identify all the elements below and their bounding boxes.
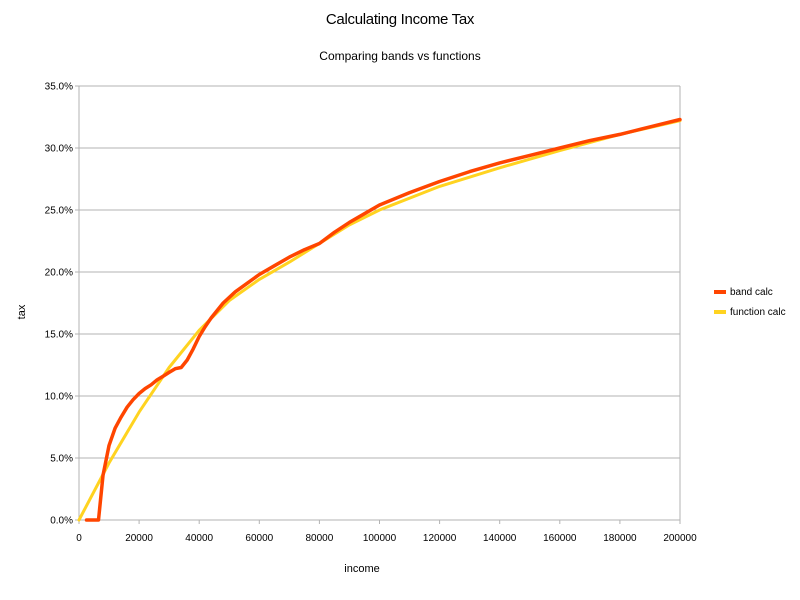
- legend-item-band-calc: band calc: [714, 282, 786, 302]
- series-line-function-calc: [77, 119, 682, 522]
- x-tick-label: 80000: [305, 533, 333, 544]
- y-tick-label: 15.0%: [45, 330, 73, 341]
- legend-label-band-calc: band calc: [730, 286, 773, 298]
- y-tick-label: 25.0%: [45, 206, 73, 217]
- y-tick-labels: 0.0% 5.0% 10.0% 15.0% 20.0% 25.0% 30.0% 35.0%: [45, 82, 73, 527]
- x-tick-label: 60000: [245, 533, 273, 544]
- x-tick-label: 20000: [125, 533, 153, 544]
- legend-item-function-calc: function calc: [714, 302, 786, 322]
- x-tick-label: 160000: [543, 533, 577, 544]
- chart-subtitle: Comparing bands vs functions: [319, 49, 481, 63]
- y-tick-label: 5.0%: [50, 454, 73, 465]
- x-tick-label: 40000: [185, 533, 213, 544]
- chart-title: Calculating Income Tax: [325, 11, 475, 28]
- y-tick-label: 10.0%: [45, 392, 73, 403]
- axes: [75, 85, 681, 524]
- gridlines: [79, 85, 680, 459]
- series-lines: [77, 117, 682, 522]
- y-tick-label: 0.0%: [50, 516, 73, 527]
- legend: band calc function calc: [714, 282, 786, 322]
- legend-swatch-band-calc: [714, 290, 726, 294]
- x-tick-label: 180000: [603, 533, 637, 544]
- series-line-band-calc: [84, 117, 682, 522]
- y-axis-title: tax: [16, 304, 28, 319]
- y-tick-label: 20.0%: [45, 268, 73, 279]
- x-tick-label: 200000: [663, 533, 697, 544]
- x-tick-label: 0: [76, 533, 82, 544]
- legend-label-function-calc: function calc: [730, 306, 786, 318]
- y-tick-label: 35.0%: [45, 82, 73, 93]
- x-tick-labels: 0 20000 40000 60000 80000 100000 120000 140000 1…: [76, 533, 697, 544]
- legend-swatch-function-calc: [714, 310, 726, 314]
- x-axis-title: income: [344, 563, 379, 575]
- y-tick-label: 30.0%: [45, 144, 73, 155]
- x-tick-label: 100000: [363, 533, 397, 544]
- x-tick-label: 140000: [483, 533, 517, 544]
- x-tick-label: 120000: [423, 533, 457, 544]
